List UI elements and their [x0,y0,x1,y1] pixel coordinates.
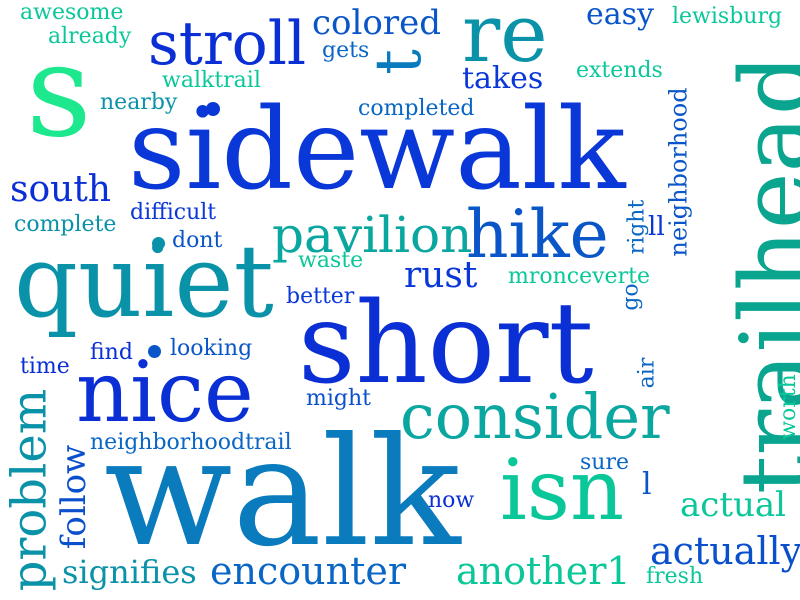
word-quiet: quiet [14,223,274,340]
word-better: better [286,284,355,309]
word-re: re [462,0,548,80]
word-nice: nice [76,343,254,441]
word-air: air [634,357,660,389]
word-nearby: nearby [100,90,178,115]
word-isn: isn [500,441,625,539]
dot-mark [148,345,161,358]
word-worth: worth [775,374,800,440]
word-lewisburg: lewisburg [672,4,783,29]
word-short: short [298,279,594,409]
word-walk: walk [104,406,461,580]
dot-mark [206,102,220,116]
dot-mark [152,237,165,250]
word-takes: takes [462,61,544,96]
word-neighborhood: neighborhood [664,87,693,257]
word-sure: sure [580,450,629,475]
word-waste: waste [298,248,364,273]
word-pavilion: pavilion [272,206,473,264]
word-follow: follow [54,444,95,550]
word-ll: ll [648,212,665,242]
word-encounter: encounter [210,549,406,593]
word-easy: easy [586,0,654,32]
word-t: t [361,49,436,75]
word-right: right [624,199,650,255]
word-dont: dont [172,228,223,253]
word-completed: completed [358,96,475,121]
word-hike: hike [466,196,609,273]
word-actually: actually [650,529,800,573]
word-looking: looking [170,336,253,361]
word-rust: rust [404,255,478,296]
word-mronceverte: mronceverte [508,264,650,289]
word-south: south [10,169,111,210]
word-walktrail: walktrail [162,68,261,93]
word-time: time [20,354,70,379]
word-complete: complete [14,212,117,237]
word-colored: colored [312,3,441,43]
word-fresh: fresh [646,564,704,589]
word-signifies: signifies [62,553,197,591]
word-problem: problem [1,388,58,592]
word-already: already [48,24,132,49]
word-l: l [642,467,652,502]
word-difficult: difficult [130,200,217,225]
word-might: might [306,386,371,411]
word-extends: extends [576,58,663,83]
word-actual: actual [680,485,787,525]
word-stroll: stroll [148,9,307,79]
word-neighborhoodtrail: neighborhoodtrail [90,430,292,455]
word-gets: gets [322,38,370,63]
word-consider: consider [400,380,670,453]
word-awesome: awesome [20,0,124,25]
word-go: go [618,283,644,311]
word-now: now [428,488,475,513]
word-another1: another1 [456,549,631,593]
word-s: s [26,17,92,166]
word-find: find [90,340,133,365]
